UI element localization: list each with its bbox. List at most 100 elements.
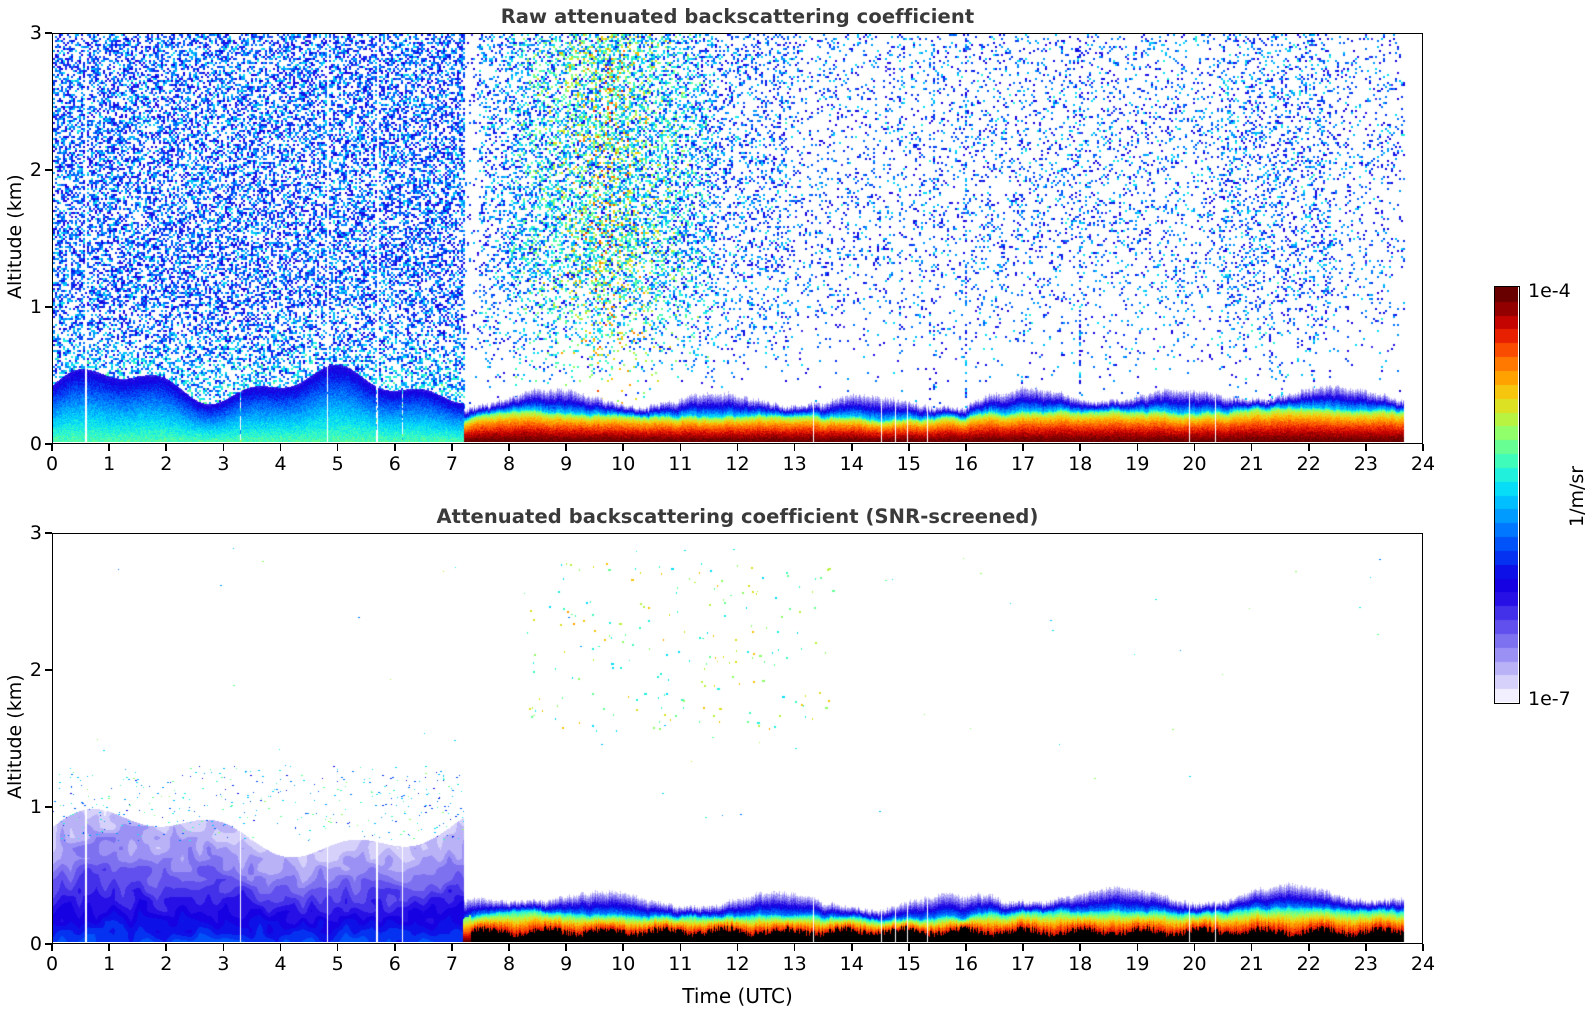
colorbar-bands bbox=[1495, 287, 1518, 702]
x-tick bbox=[793, 444, 796, 451]
x-tick-label: 2 bbox=[160, 953, 173, 975]
x-tick-label: 16 bbox=[953, 953, 979, 975]
x-tick-label: 8 bbox=[502, 453, 516, 475]
x-axis-label: Time (UTC) bbox=[682, 984, 793, 1008]
x-tick bbox=[965, 444, 967, 451]
x-tick-label: 19 bbox=[1125, 453, 1150, 475]
x-tick bbox=[108, 944, 110, 951]
y-tick bbox=[45, 806, 52, 808]
x-tick-label: 8 bbox=[502, 953, 516, 975]
panel-screened-y-axis-label: Altitude (km) bbox=[4, 673, 26, 799]
y-tick bbox=[45, 169, 52, 171]
x-tick-label: 14 bbox=[839, 953, 864, 975]
x-tick bbox=[108, 444, 110, 451]
y-tick-label: 0 bbox=[29, 933, 42, 955]
x-tick bbox=[222, 444, 225, 451]
x-tick-label: 23 bbox=[1353, 953, 1378, 975]
y-tick bbox=[45, 443, 52, 445]
y-tick bbox=[45, 306, 52, 308]
x-tick bbox=[622, 944, 625, 951]
x-tick-label: 15 bbox=[896, 953, 921, 975]
x-tick-label: 24 bbox=[1410, 953, 1436, 975]
x-tick bbox=[1079, 444, 1082, 451]
x-tick-label: 22 bbox=[1296, 953, 1321, 975]
panel-raw-axes bbox=[52, 33, 1423, 444]
y-tick bbox=[45, 943, 52, 945]
x-tick-label: 0 bbox=[45, 953, 59, 975]
x-tick bbox=[508, 444, 510, 451]
x-tick bbox=[1365, 444, 1367, 451]
x-tick bbox=[393, 944, 396, 951]
x-tick-label: 23 bbox=[1353, 453, 1378, 475]
x-tick bbox=[1022, 444, 1024, 451]
x-tick-label: 11 bbox=[668, 453, 693, 475]
x-tick-label: 0 bbox=[45, 453, 59, 475]
x-tick bbox=[51, 444, 53, 451]
x-tick bbox=[850, 944, 853, 951]
x-tick-label: 10 bbox=[611, 453, 636, 475]
x-tick bbox=[336, 444, 339, 451]
x-tick bbox=[1022, 944, 1024, 951]
x-tick-label: 6 bbox=[388, 453, 401, 475]
y-tick-label: 1 bbox=[29, 796, 42, 818]
x-tick-label: 21 bbox=[1239, 953, 1264, 975]
y-tick bbox=[45, 532, 52, 534]
y-tick-label: 3 bbox=[29, 22, 42, 44]
x-tick-label: 9 bbox=[560, 953, 573, 975]
x-tick-label: 12 bbox=[725, 953, 750, 975]
x-tick bbox=[565, 944, 567, 951]
x-tick-label: 5 bbox=[331, 953, 344, 975]
x-tick-label: 20 bbox=[1182, 953, 1207, 975]
y-tick-label: 1 bbox=[29, 296, 42, 318]
x-tick-label: 18 bbox=[1068, 953, 1093, 975]
colorbar-unit-label: 1/m/sr bbox=[1566, 465, 1588, 527]
x-tick bbox=[679, 444, 682, 451]
y-tick bbox=[45, 669, 52, 671]
x-tick bbox=[451, 444, 453, 451]
x-tick bbox=[736, 944, 739, 951]
x-tick bbox=[1307, 444, 1310, 451]
x-tick-label: 3 bbox=[217, 453, 230, 475]
x-tick-label: 21 bbox=[1239, 453, 1264, 475]
x-tick-label: 4 bbox=[274, 453, 287, 475]
x-tick bbox=[908, 444, 910, 451]
x-tick-label: 2 bbox=[160, 453, 173, 475]
x-tick-label: 15 bbox=[896, 453, 921, 475]
x-tick-label: 13 bbox=[782, 453, 807, 475]
x-tick bbox=[1422, 944, 1424, 951]
x-tick-label: 9 bbox=[560, 453, 573, 475]
x-tick bbox=[1422, 444, 1424, 451]
x-tick bbox=[736, 444, 739, 451]
x-tick-label: 1 bbox=[103, 453, 116, 475]
x-tick bbox=[1307, 944, 1310, 951]
x-tick bbox=[336, 944, 339, 951]
x-tick-label: 6 bbox=[388, 953, 401, 975]
x-tick-label: 14 bbox=[839, 453, 864, 475]
x-tick-label: 24 bbox=[1410, 453, 1436, 475]
x-tick-label: 7 bbox=[445, 953, 458, 975]
panel-screened-heatmap bbox=[53, 534, 1421, 942]
x-tick bbox=[1365, 944, 1367, 951]
x-tick-label: 17 bbox=[1011, 953, 1036, 975]
x-tick bbox=[565, 444, 567, 451]
x-tick bbox=[850, 444, 853, 451]
x-tick-label: 3 bbox=[217, 953, 230, 975]
x-tick bbox=[679, 944, 682, 951]
x-tick bbox=[1136, 444, 1139, 451]
x-tick bbox=[508, 944, 510, 951]
x-tick bbox=[793, 944, 796, 951]
y-tick-label: 0 bbox=[29, 433, 42, 455]
x-tick-label: 7 bbox=[445, 453, 458, 475]
x-tick bbox=[222, 944, 225, 951]
x-tick bbox=[1250, 444, 1253, 451]
x-tick-label: 4 bbox=[274, 953, 287, 975]
x-tick-label: 11 bbox=[668, 953, 693, 975]
x-tick-label: 16 bbox=[953, 453, 979, 475]
x-tick-label: 5 bbox=[331, 453, 344, 475]
x-tick bbox=[393, 444, 396, 451]
x-tick-label: 22 bbox=[1296, 453, 1321, 475]
x-tick bbox=[622, 444, 625, 451]
